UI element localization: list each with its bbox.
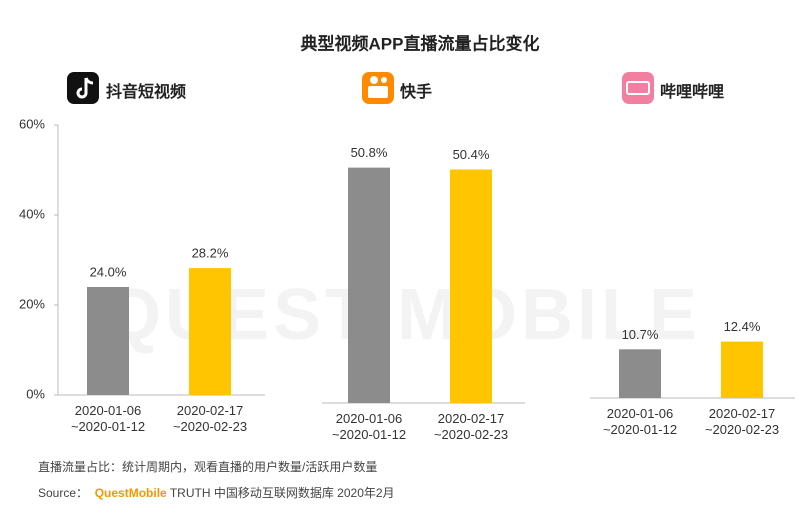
value-label: 12.4% bbox=[724, 319, 761, 334]
bar bbox=[619, 349, 661, 398]
source-brand: QuestMobile bbox=[94, 486, 167, 500]
kuaishou-glyph bbox=[368, 86, 388, 98]
x-tick-label: 2020-01-06 ~2020-01-12 bbox=[70, 403, 146, 434]
panel-title: 快手 bbox=[400, 82, 432, 101]
x-tick-label: 2020-01-06 ~2020-01-12 bbox=[331, 411, 407, 442]
x-tick-label: 2020-02-17 ~2020-02-23 bbox=[172, 403, 248, 434]
value-label: 28.2% bbox=[192, 246, 229, 261]
bar bbox=[87, 287, 129, 395]
source-label: Source： bbox=[38, 486, 89, 500]
bar bbox=[721, 341, 763, 398]
value-label: 24.0% bbox=[90, 264, 127, 279]
panel-title: 哔哩哔哩 bbox=[660, 83, 724, 101]
y-tick-label: 0% bbox=[26, 386, 45, 401]
x-tick-label: 2020-02-17 ~2020-02-23 bbox=[704, 406, 780, 437]
panel-title: 抖音短视频 bbox=[106, 82, 186, 101]
bar bbox=[348, 167, 390, 403]
note: 直播流量占比：统计周期内，观看直播的用户数量/活跃用户数量 bbox=[38, 460, 378, 474]
source: Source： QuestMobile TRUTH 中国移动互联网数据库 202… bbox=[38, 484, 395, 501]
bilibili-glyph bbox=[626, 81, 650, 95]
douyin-glyph bbox=[76, 77, 94, 99]
source-text: TRUTH 中国移动互联网数据库 2020年2月 bbox=[169, 486, 395, 500]
bar bbox=[450, 169, 492, 403]
y-tick-label: 20% bbox=[19, 296, 45, 311]
kuaishou-glyph bbox=[370, 76, 378, 84]
kuaishou-glyph bbox=[381, 77, 387, 83]
value-label: 50.4% bbox=[453, 147, 490, 162]
y-tick-label: 60% bbox=[19, 116, 45, 131]
value-label: 50.8% bbox=[351, 145, 388, 160]
bilibili-icon bbox=[622, 72, 654, 104]
y-tick-label: 40% bbox=[19, 206, 45, 221]
x-tick-label: 2020-01-06 ~2020-01-12 bbox=[602, 406, 678, 437]
douyin-icon bbox=[67, 72, 99, 104]
x-tick-label: 2020-02-17 ~2020-02-23 bbox=[433, 411, 509, 442]
chart-title: 典型视频APP直播流量占比变化 bbox=[301, 33, 540, 53]
value-label: 10.7% bbox=[622, 327, 659, 342]
bar bbox=[189, 268, 231, 395]
